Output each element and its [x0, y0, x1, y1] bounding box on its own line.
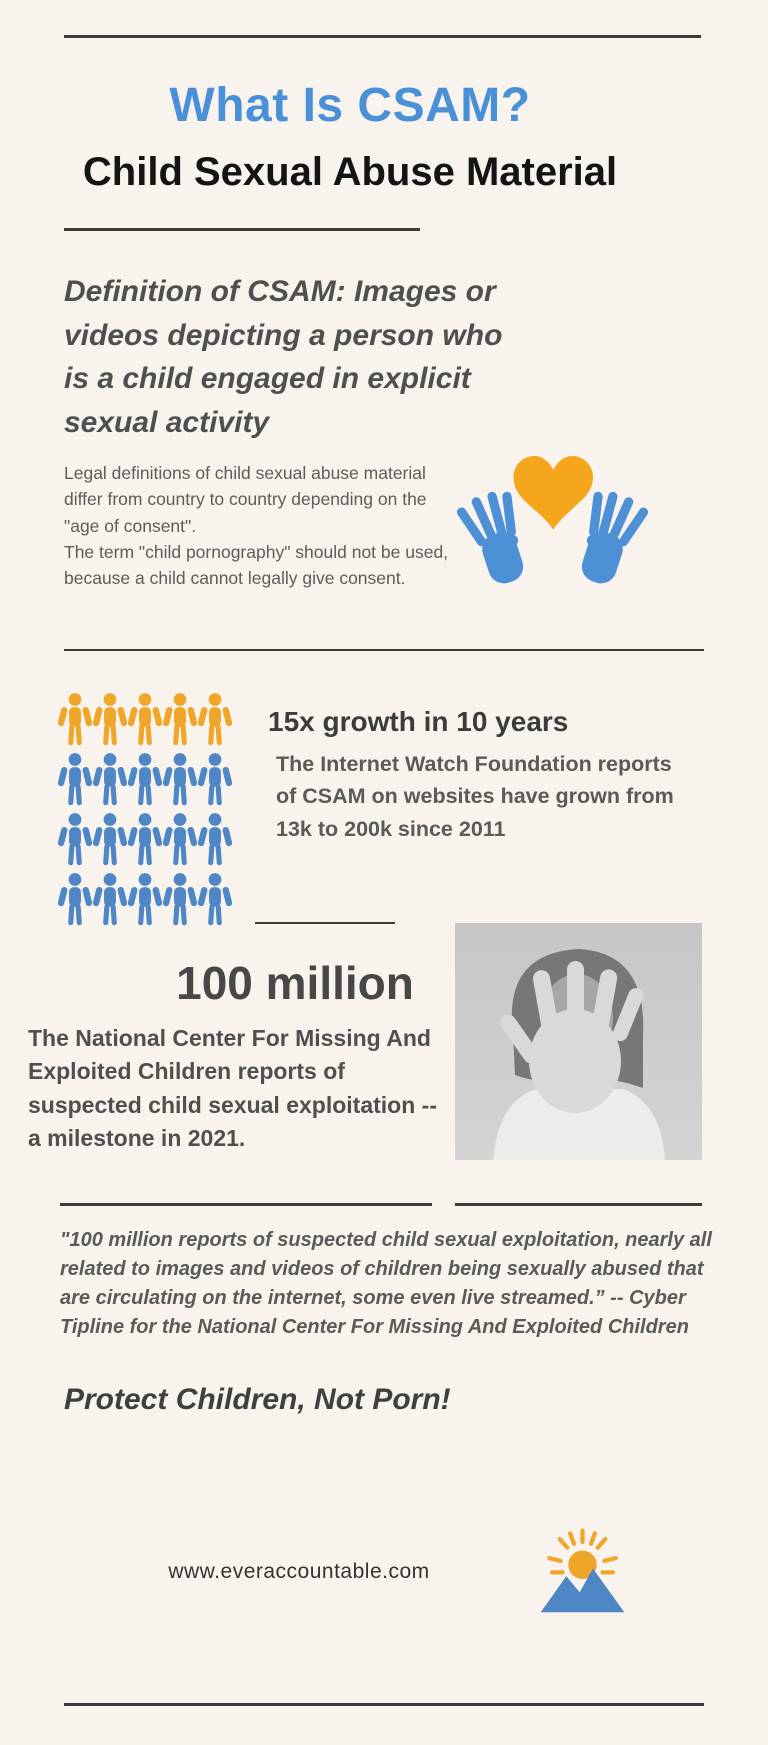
- quote-text: "100 million reports of suspected child …: [60, 1229, 712, 1338]
- person-icon: [163, 813, 197, 866]
- person-icon: [128, 813, 162, 866]
- page-title: What Is CSAM?: [169, 79, 531, 132]
- person-icon: [93, 813, 127, 866]
- milestone-heading: 100 million: [176, 957, 414, 1009]
- website-url: www.everaccountable.com: [168, 1560, 430, 1583]
- person-icon: [58, 873, 92, 926]
- person-icon: [128, 873, 162, 926]
- divider-quote-left: [60, 1203, 432, 1206]
- cta-text: Protect Children, Not Porn!: [64, 1383, 451, 1416]
- person-icon: [93, 693, 127, 746]
- person-icon: [198, 813, 232, 866]
- sun-over-mountains-logo: [540, 1528, 625, 1613]
- divider-bottom: [64, 1703, 704, 1706]
- divider-top: [64, 35, 701, 38]
- people-pictogram: [58, 692, 232, 926]
- hands-holding-heart-icon: [456, 455, 650, 592]
- hand-blocking-face-photo: [455, 923, 702, 1160]
- person-icon: [58, 813, 92, 866]
- definition-text: Definition of CSAM: Images or videos dep…: [64, 275, 503, 439]
- legal-note-text: Legal definitions of child sexual abuse …: [64, 463, 449, 588]
- person-icon: [163, 693, 197, 746]
- milestone-body: The National Center For Missing And Expl…: [28, 1025, 437, 1152]
- person-icon: [198, 693, 232, 746]
- divider-definition: [64, 649, 704, 651]
- growth-heading: 15x growth in 10 years: [268, 706, 569, 737]
- person-icon: [198, 873, 232, 926]
- divider-header: [64, 228, 420, 231]
- person-icon: [128, 693, 162, 746]
- person-icon: [163, 753, 197, 806]
- person-icon: [58, 753, 92, 806]
- person-icon: [93, 753, 127, 806]
- divider-quote-right: [455, 1203, 702, 1206]
- growth-body: The Internet Watch Foundation reports of…: [276, 752, 674, 841]
- person-icon: [58, 693, 92, 746]
- person-icon: [128, 753, 162, 806]
- page-subtitle: Child Sexual Abuse Material: [82, 150, 618, 194]
- person-icon: [163, 873, 197, 926]
- person-icon: [93, 873, 127, 926]
- divider-pictogram: [255, 922, 395, 924]
- person-icon: [198, 753, 232, 806]
